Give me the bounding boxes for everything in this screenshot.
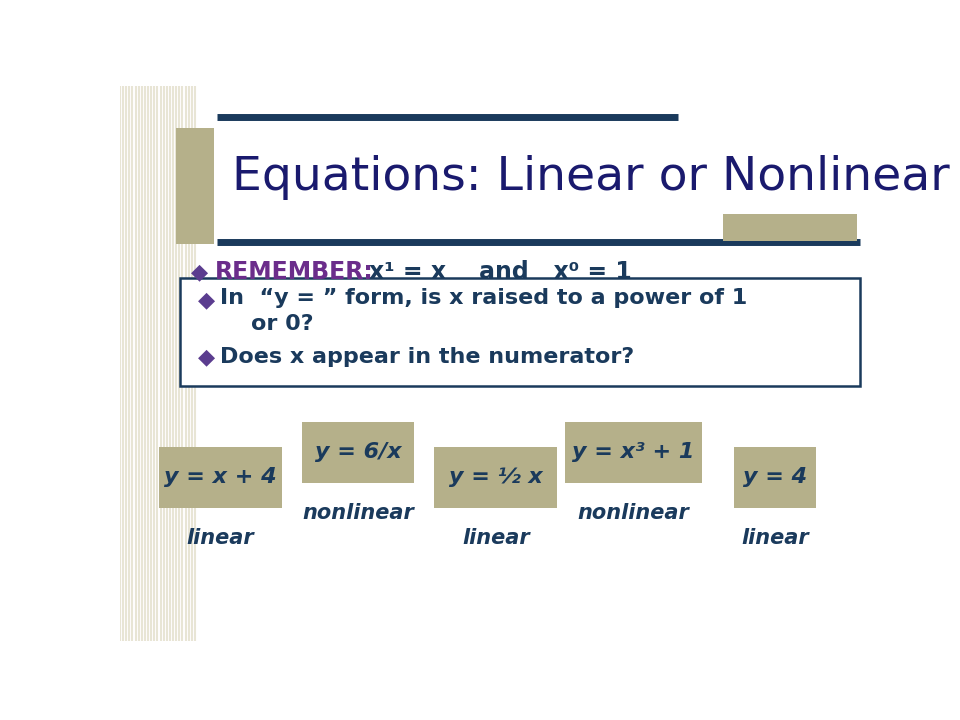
Text: or 0?: or 0? xyxy=(221,314,314,333)
Text: y = ½ x: y = ½ x xyxy=(449,467,542,487)
Text: ◆: ◆ xyxy=(198,290,215,310)
Text: y = x³ + 1: y = x³ + 1 xyxy=(572,442,694,462)
Text: y = x + 4: y = x + 4 xyxy=(164,467,276,487)
FancyBboxPatch shape xyxy=(176,128,214,244)
FancyBboxPatch shape xyxy=(723,214,856,240)
FancyBboxPatch shape xyxy=(564,422,702,483)
Text: ◆: ◆ xyxy=(198,347,215,367)
Text: linear: linear xyxy=(186,528,254,548)
Text: nonlinear: nonlinear xyxy=(578,503,689,523)
FancyBboxPatch shape xyxy=(302,422,414,483)
Text: y = 6/x: y = 6/x xyxy=(315,442,401,462)
FancyBboxPatch shape xyxy=(180,278,860,386)
Text: linear: linear xyxy=(462,528,530,548)
Text: x¹ = x    and   x⁰ = 1: x¹ = x and x⁰ = 1 xyxy=(370,260,632,284)
Text: nonlinear: nonlinear xyxy=(302,503,414,523)
Text: REMEMBER:: REMEMBER: xyxy=(214,260,373,284)
FancyBboxPatch shape xyxy=(159,446,282,508)
Text: Does x appear in the numerator?: Does x appear in the numerator? xyxy=(221,347,635,367)
FancyBboxPatch shape xyxy=(733,446,816,508)
FancyBboxPatch shape xyxy=(434,446,557,508)
Text: ◆: ◆ xyxy=(191,262,207,282)
Text: Equations: Linear or Nonlinear: Equations: Linear or Nonlinear xyxy=(231,156,949,200)
Text: In  “y = ” form, is x raised to a power of 1: In “y = ” form, is x raised to a power o… xyxy=(221,288,748,308)
Text: y = 4: y = 4 xyxy=(743,467,806,487)
Text: linear: linear xyxy=(741,528,808,548)
